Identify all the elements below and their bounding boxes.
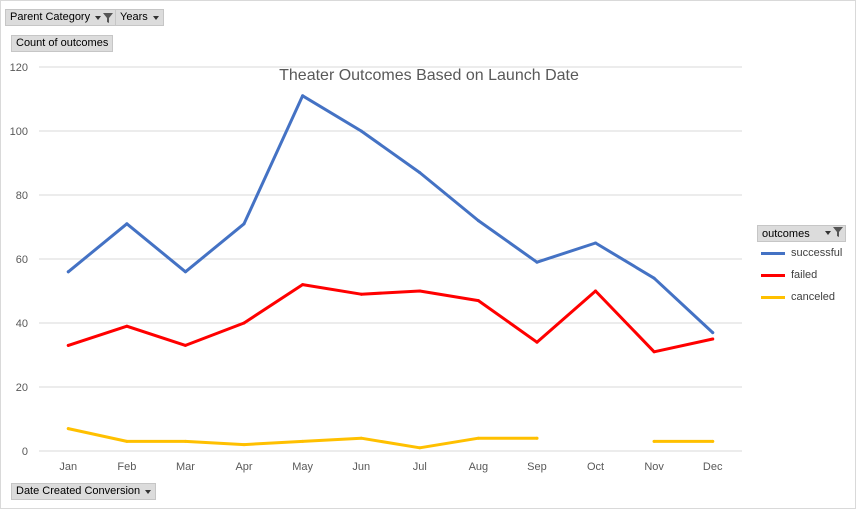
y-axis-ticks: 0 20 40 60 80 100 120 xyxy=(10,62,28,458)
series-line-successful xyxy=(66,94,715,335)
x-tick-label: May xyxy=(292,461,313,473)
x-tick-label: Oct xyxy=(587,461,604,473)
data-point-successful xyxy=(242,222,246,226)
years-filter-button[interactable]: Years xyxy=(115,9,164,26)
legend-field-label: outcomes xyxy=(762,227,810,240)
axis-field-label: Date Created Conversion xyxy=(16,485,141,497)
values-field-label: Count of outcomes xyxy=(16,37,109,49)
chevron-down-icon xyxy=(95,16,102,20)
x-tick-label: Sep xyxy=(527,461,547,473)
data-point-canceled xyxy=(359,436,363,440)
data-point-canceled xyxy=(66,427,70,431)
filter-icon xyxy=(103,12,114,23)
data-point-failed xyxy=(242,321,246,325)
data-point-failed xyxy=(711,337,715,341)
legend-swatch-canceled xyxy=(761,295,785,299)
series-successful xyxy=(66,94,715,335)
legend-label-canceled: canceled xyxy=(791,291,836,303)
legend: outcomes successful failed canceled xyxy=(757,225,846,308)
data-point-successful xyxy=(476,219,480,223)
data-point-successful xyxy=(418,171,422,175)
data-point-failed xyxy=(301,283,305,287)
data-point-failed xyxy=(652,350,656,354)
legend-swatch-failed xyxy=(761,273,785,277)
series-line-failed xyxy=(66,283,715,354)
parent-category-filter-button[interactable]: Parent Category xyxy=(5,9,119,26)
data-point-successful xyxy=(594,241,598,245)
data-point-failed xyxy=(125,324,129,328)
data-point-canceled xyxy=(476,436,480,440)
y-tick-label: 80 xyxy=(16,190,28,202)
legend-item-canceled[interactable]: canceled xyxy=(757,286,846,308)
x-tick-label: Jun xyxy=(352,461,370,473)
years-label: Years xyxy=(120,11,148,23)
data-point-successful xyxy=(535,260,539,264)
x-tick-label: Nov xyxy=(644,461,664,473)
values-field-button[interactable]: Count of outcomes xyxy=(11,35,114,52)
data-point-successful xyxy=(183,270,187,274)
data-point-failed xyxy=(594,289,598,293)
data-point-failed xyxy=(535,340,539,344)
x-tick-label: Jul xyxy=(413,461,427,473)
chevron-down-icon xyxy=(825,230,831,235)
y-tick-label: 0 xyxy=(22,446,28,458)
data-point-canceled xyxy=(652,439,656,443)
y-tick-label: 20 xyxy=(16,382,28,394)
outcomes-filter-button[interactable]: outcomes xyxy=(757,225,846,242)
chevron-down-icon xyxy=(152,16,159,20)
data-point-canceled xyxy=(711,439,715,443)
x-tick-label: Mar xyxy=(176,461,195,473)
legend-item-successful[interactable]: successful xyxy=(757,242,846,264)
parent-category-label: Parent Category xyxy=(10,11,91,23)
data-point-failed xyxy=(66,343,70,347)
legend-label-failed: failed xyxy=(791,269,818,281)
x-tick-label: Feb xyxy=(117,461,136,473)
y-tick-label: 120 xyxy=(10,62,28,74)
gridlines xyxy=(39,66,742,452)
chart-title: Theater Outcomes Based on Launch Date xyxy=(279,67,579,84)
data-point-successful xyxy=(125,222,129,226)
data-point-successful xyxy=(359,129,363,133)
y-tick-label: 40 xyxy=(16,318,28,330)
y-tick-label: 100 xyxy=(10,126,28,138)
data-point-failed xyxy=(418,289,422,293)
data-point-canceled xyxy=(125,439,129,443)
x-tick-label: Dec xyxy=(703,461,723,473)
legend-label-successful: successful xyxy=(791,247,843,259)
data-point-successful xyxy=(66,270,70,274)
x-tick-label: Apr xyxy=(235,461,252,473)
series-line-canceled xyxy=(66,427,539,450)
chevron-down-icon xyxy=(145,490,152,494)
legend-item-failed[interactable]: failed xyxy=(757,264,846,286)
series-failed xyxy=(66,283,715,354)
data-point-successful xyxy=(301,94,305,98)
series-lines xyxy=(66,94,715,450)
legend-swatch-successful xyxy=(761,251,785,255)
x-tick-label: Jan xyxy=(59,461,77,473)
data-point-canceled xyxy=(535,436,539,440)
axis-field-button[interactable]: Date Created Conversion xyxy=(11,483,157,500)
data-point-successful xyxy=(711,331,715,335)
data-point-canceled xyxy=(183,439,187,443)
x-axis-ticks: Jan Feb Mar Apr May Jun Jul Aug Sep Oct Nov Dec xyxy=(59,461,723,473)
data-point-canceled xyxy=(242,443,246,447)
data-point-canceled xyxy=(301,439,305,443)
y-tick-label: 60 xyxy=(16,254,28,266)
data-point-failed xyxy=(183,343,187,347)
filter-icon xyxy=(833,227,843,237)
data-point-successful xyxy=(652,276,656,280)
x-tick-label: Aug xyxy=(469,461,489,473)
series-canceled xyxy=(66,427,715,450)
data-point-canceled xyxy=(418,446,422,450)
data-point-failed xyxy=(476,299,480,303)
data-point-failed xyxy=(359,292,363,296)
